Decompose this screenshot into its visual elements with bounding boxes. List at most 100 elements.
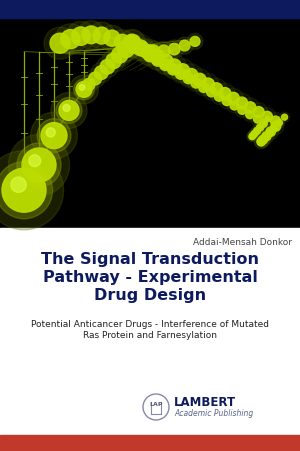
Circle shape <box>152 55 164 66</box>
Circle shape <box>115 34 130 50</box>
Circle shape <box>266 130 273 137</box>
Circle shape <box>266 127 275 136</box>
Circle shape <box>260 120 267 127</box>
Circle shape <box>56 97 82 124</box>
Circle shape <box>184 69 198 82</box>
Circle shape <box>158 45 170 57</box>
Circle shape <box>93 27 110 44</box>
Circle shape <box>80 75 98 93</box>
Circle shape <box>271 116 281 126</box>
Circle shape <box>140 46 160 66</box>
Circle shape <box>232 93 252 113</box>
Circle shape <box>259 129 274 144</box>
Circle shape <box>214 83 235 104</box>
Circle shape <box>37 119 71 152</box>
Text: LAMBERT: LAMBERT <box>174 396 236 409</box>
Circle shape <box>44 27 76 59</box>
Circle shape <box>267 113 284 130</box>
Bar <box>0 0 300 18</box>
Circle shape <box>171 59 194 83</box>
Circle shape <box>254 134 268 149</box>
Circle shape <box>254 135 268 149</box>
Circle shape <box>191 78 201 88</box>
Circle shape <box>274 117 285 128</box>
Circle shape <box>187 33 203 50</box>
Circle shape <box>251 112 264 126</box>
Circle shape <box>210 83 223 95</box>
Circle shape <box>183 73 194 84</box>
Circle shape <box>255 128 260 133</box>
Circle shape <box>207 87 216 97</box>
Circle shape <box>176 64 190 78</box>
Circle shape <box>236 97 248 109</box>
Circle shape <box>188 74 205 92</box>
Circle shape <box>256 124 264 131</box>
Circle shape <box>11 177 26 193</box>
Circle shape <box>262 120 266 125</box>
Circle shape <box>66 21 95 51</box>
Circle shape <box>179 69 197 87</box>
Circle shape <box>106 53 121 69</box>
Circle shape <box>206 78 227 100</box>
Circle shape <box>249 128 260 139</box>
Circle shape <box>248 130 258 141</box>
Circle shape <box>264 115 271 122</box>
Circle shape <box>29 155 41 167</box>
Circle shape <box>250 133 256 139</box>
Circle shape <box>51 92 87 129</box>
Circle shape <box>259 124 263 129</box>
Circle shape <box>150 50 165 64</box>
Circle shape <box>50 33 70 53</box>
Circle shape <box>188 69 211 91</box>
Circle shape <box>162 54 186 78</box>
Circle shape <box>235 103 249 117</box>
Circle shape <box>83 78 95 90</box>
Circle shape <box>203 84 220 100</box>
Circle shape <box>257 137 266 146</box>
Circle shape <box>0 151 64 230</box>
Circle shape <box>263 127 275 139</box>
Text: Potential Anticancer Drugs - Interference of Mutated
Ras Protein and Farnesylati: Potential Anticancer Drugs - Interferenc… <box>31 320 269 341</box>
Circle shape <box>247 132 257 141</box>
Circle shape <box>261 119 268 126</box>
Circle shape <box>257 138 265 146</box>
Circle shape <box>266 117 270 121</box>
Circle shape <box>250 103 268 121</box>
Circle shape <box>175 69 186 79</box>
Text: Academic Publishing: Academic Publishing <box>174 409 253 418</box>
Circle shape <box>55 24 86 55</box>
Circle shape <box>249 130 258 140</box>
Circle shape <box>61 30 80 49</box>
Circle shape <box>230 101 239 110</box>
Circle shape <box>268 118 284 135</box>
Circle shape <box>165 40 184 58</box>
Circle shape <box>259 135 268 144</box>
Circle shape <box>104 30 120 46</box>
Circle shape <box>271 121 281 131</box>
Circle shape <box>91 62 112 83</box>
Text: LAP: LAP <box>149 401 163 406</box>
Circle shape <box>158 54 173 69</box>
Circle shape <box>169 43 180 55</box>
Circle shape <box>254 121 266 133</box>
Circle shape <box>164 60 182 79</box>
Circle shape <box>243 108 257 122</box>
Circle shape <box>79 85 85 90</box>
Circle shape <box>197 74 219 96</box>
Circle shape <box>89 72 102 85</box>
Circle shape <box>195 79 212 96</box>
Circle shape <box>245 102 256 113</box>
Circle shape <box>113 36 139 62</box>
Circle shape <box>227 92 239 104</box>
Circle shape <box>254 126 262 134</box>
Circle shape <box>132 38 154 60</box>
Circle shape <box>202 78 214 91</box>
Circle shape <box>167 59 182 73</box>
Circle shape <box>259 131 272 144</box>
Circle shape <box>176 37 193 54</box>
Circle shape <box>251 129 260 138</box>
Circle shape <box>257 117 270 130</box>
Circle shape <box>282 114 288 120</box>
Circle shape <box>125 39 140 54</box>
Circle shape <box>145 44 170 69</box>
